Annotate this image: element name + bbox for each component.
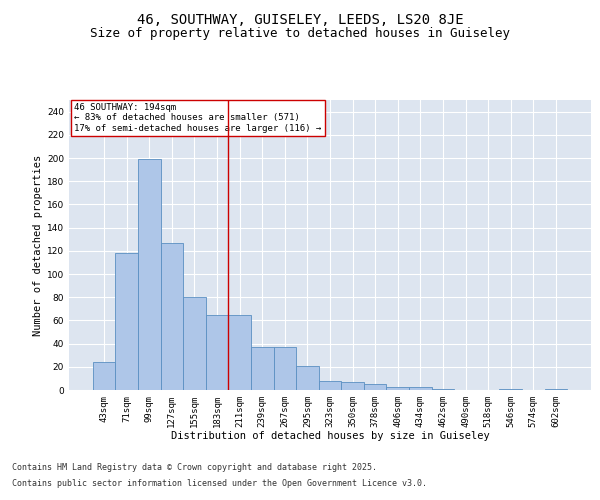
Bar (341, 382, 364, 390)
Text: 46, SOUTHWAY, GUISELEY, LEEDS, LS20 8JE: 46, SOUTHWAY, GUISELEY, LEEDS, LS20 8JE (137, 12, 463, 26)
Bar (319, 380, 341, 390)
Bar (206, 314, 229, 390)
Bar (431, 389, 454, 390)
Bar (296, 366, 319, 390)
Bar (499, 389, 522, 390)
Bar (251, 347, 274, 390)
Bar (409, 386, 431, 390)
Bar (274, 347, 296, 390)
Text: Size of property relative to detached houses in Guiseley: Size of property relative to detached ho… (90, 28, 510, 40)
Bar (386, 386, 409, 390)
Bar (364, 384, 386, 390)
Bar (93, 362, 115, 390)
Bar (229, 314, 251, 390)
X-axis label: Distribution of detached houses by size in Guiseley: Distribution of detached houses by size … (170, 432, 490, 442)
Y-axis label: Number of detached properties: Number of detached properties (33, 154, 43, 336)
Bar (545, 389, 567, 390)
Bar (161, 242, 183, 390)
Bar (115, 253, 138, 390)
Bar (183, 297, 206, 390)
Text: 46 SOUTHWAY: 194sqm
← 83% of detached houses are smaller (571)
17% of semi-detac: 46 SOUTHWAY: 194sqm ← 83% of detached ho… (74, 103, 322, 132)
Text: Contains HM Land Registry data © Crown copyright and database right 2025.: Contains HM Land Registry data © Crown c… (12, 464, 377, 472)
Bar (138, 159, 161, 390)
Text: Contains public sector information licensed under the Open Government Licence v3: Contains public sector information licen… (12, 478, 427, 488)
